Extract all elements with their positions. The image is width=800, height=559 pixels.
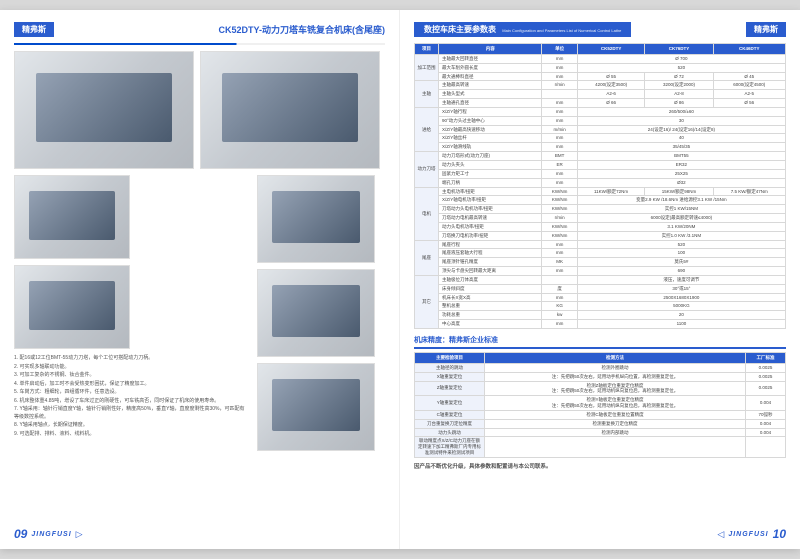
brand-footer: JINGFUSI — [728, 531, 768, 538]
header-bar: 数控车床主要参数表 Main Configuration and Paramet… — [414, 22, 631, 37]
page-title: CK52DTY-动力刀塔车铣复合机床(含尾座) — [218, 23, 385, 36]
section-header: 机床精度：精弗斯企业标准 — [414, 335, 786, 349]
product-photo — [257, 269, 375, 357]
note-item: 2. 可实现多轴联动功能。 — [14, 364, 249, 372]
note-item: 9. 可选配排、排料、液料、线料机。 — [14, 431, 249, 439]
note-item: 3. 可加工复杂的不锈钢、钛合金件。 — [14, 372, 249, 380]
notes-list: 1. 配16或12工位BMT-55动力刀塔，每个工位可搭配动力刀柄。2. 可实现… — [14, 355, 249, 438]
arrow-icon: ◁ — [717, 529, 724, 540]
photo-row-mid — [14, 175, 249, 349]
photo-column-right — [257, 175, 385, 451]
product-photo — [200, 51, 380, 169]
photo-row-top — [14, 51, 385, 169]
spec-table: 项目内容单位CK52DTYCK76DTYCK46DTY加工范围主轴最大回转直径m… — [414, 43, 786, 329]
note-item: 6. 机床整体重4.85吨，增设了车床过正的刚硬性，可车铣高否，同时保证了机床的… — [14, 398, 249, 406]
brand-tag: 精弗斯 — [746, 22, 786, 37]
product-photo — [257, 175, 375, 263]
product-photo — [14, 265, 130, 349]
product-photo — [14, 51, 194, 169]
precision-table: 主要检验项目检测方法工厂标准主轴径的跳动检测外圈跳动0.0025X轴重复定位注：… — [414, 352, 786, 458]
note-item: 4. 单件启动后，加工时不会受热变形困扰，保证了精度加工。 — [14, 381, 249, 389]
note-item: 7. Y轴采用：轴针行销直度Y轴，轴针行销刚性好，精度高50%，垂直Y轴，直度度… — [14, 406, 249, 421]
header-en: Main Configuration and Parameters List o… — [502, 28, 621, 33]
spread: 精弗斯 CK52DTY-动力刀塔车铣复合机床(含尾座) 1. 配16或12工位B… — [0, 10, 800, 549]
brand-footer: JINGFUSI — [31, 531, 71, 538]
brand-tag: 精弗斯 — [14, 22, 54, 37]
note-item: 8. Y轴采用轴点，长期保证精度。 — [14, 422, 249, 430]
arrow-icon: ▷ — [76, 529, 83, 540]
note-item: 1. 配16或12工位BMT-55动力刀塔，每个工位可搭配动力刀柄。 — [14, 355, 249, 363]
note-item: 5. 车岗方式：粗细轮，四组循环件，任意选设。 — [14, 389, 249, 397]
divider — [14, 43, 385, 45]
product-photo — [14, 175, 130, 259]
product-photo — [257, 363, 375, 451]
page-left: 精弗斯 CK52DTY-动力刀塔车铣复合机床(含尾座) 1. 配16或12工位B… — [0, 10, 400, 549]
header-cn: 数控车床主要参数表 — [424, 25, 496, 34]
section-title: 机床精度：精弗斯企业标准 — [414, 335, 498, 345]
page-right: 数控车床主要参数表 Main Configuration and Paramet… — [400, 10, 800, 549]
footnote: 因产品不断优化升级，具体参数和配置请与本公司联系。 — [414, 462, 786, 470]
